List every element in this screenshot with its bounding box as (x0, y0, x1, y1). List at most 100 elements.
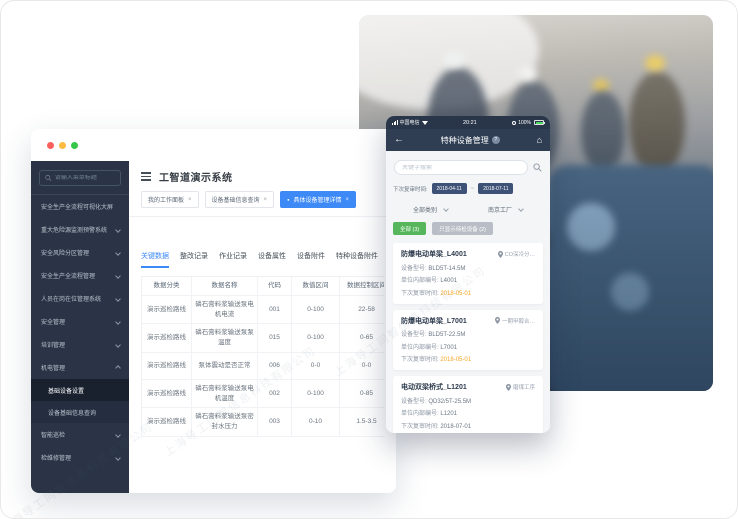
tab-rectification-records[interactable]: 整改记录 (180, 253, 208, 260)
cell: 0-0 (340, 353, 384, 380)
tab-work-records[interactable]: 作业记录 (219, 253, 247, 260)
sidebar-item-smart-inspection[interactable]: 智能巡检 (31, 423, 129, 446)
table-row[interactable]: 演示巡检路线 磷石膏料浆输送泵密封水压力 003 0-10 1.5-3.5 (142, 408, 384, 437)
table-row[interactable]: 演示巡检路线 泵体震动是否正常 006 0-0 0-0 (142, 352, 384, 380)
sidebar-item-label: 机电管理 (41, 366, 66, 372)
signal-icon (392, 120, 398, 125)
chevron-down-icon (115, 454, 121, 461)
chip-all[interactable]: 全部 (3) (393, 222, 427, 235)
search-icon (45, 174, 52, 181)
clock-label: 20:21 (462, 119, 477, 126)
date-to-button[interactable]: 2018-07-11 (478, 183, 514, 194)
search-field[interactable] (394, 160, 528, 175)
cell: 0-10 (292, 408, 340, 437)
category-select[interactable]: 全部类别 (393, 201, 468, 217)
device-model: QD32/5T-25.5M (428, 398, 472, 405)
device-model: BLD5T-14.5M (428, 265, 466, 272)
chevron-down-icon (115, 272, 121, 279)
sidebar-item-process-management[interactable]: 安全生产全流程管理 (31, 264, 129, 287)
sidebar-item-personnel-onduty[interactable]: 人员在岗在位管理系统 (31, 287, 129, 310)
table-row[interactable]: 演示巡检路线 磷石膏料浆输送泵泵温度 015 0-100 0-65 (142, 324, 384, 353)
field-label: 单位内部编号: (401, 344, 439, 351)
page-title: 工智道演示系统 (159, 173, 233, 184)
desktop-window: 安全生产全流程可视化大屏 重大危险源监测预警系统 安全风险分区管理 安全生产全流… (31, 129, 396, 493)
cell: 泵体震动是否正常 (192, 352, 258, 380)
factory-select-value: 南京工厂 (487, 207, 512, 214)
device-model: BLD5T-22.5M (428, 332, 466, 338)
sidebar-item-label: 基础设备设置 (48, 388, 85, 395)
tab-device-attributes[interactable]: 设备属性 (258, 253, 286, 260)
table-row[interactable]: 演示巡检路线 磷石膏料浆输送泵电机电流 001 0-100 22-58 (142, 295, 384, 325)
field-label: 设备型号: (401, 398, 427, 405)
tab-my-workpanel[interactable]: 我的工作面板 × (141, 191, 199, 208)
photo-machine-body (547, 165, 713, 391)
location-pin-icon (505, 383, 511, 391)
menu-icon[interactable] (141, 172, 151, 181)
window-close-button[interactable] (47, 141, 54, 149)
sidebar-item-mechatronics-management[interactable]: 机电管理 (31, 356, 129, 379)
cell: 演示巡检路线 (142, 324, 192, 353)
tab-label: 具体设备管理详情 (293, 198, 342, 204)
photo-steam (359, 15, 539, 110)
photo-machine-flange (567, 203, 615, 251)
close-icon[interactable]: × (345, 196, 350, 203)
date-filter-row: 下次复审时间: 2018-04-11 ~ 2018-07-11 (393, 183, 543, 194)
device-card[interactable]: 防爆电动单梁_L4001 CO深冷分… 设备型号: BLD5T-14.5M 单位… (393, 243, 543, 304)
sidebar: 安全生产全流程可视化大屏 重大危险源监测预警系统 安全风险分区管理 安全生产全流… (31, 161, 129, 493)
tab-special-device-attachments[interactable]: 特种设备附件 (336, 253, 378, 260)
table-row[interactable]: 演示巡检路线 磷石膏料浆输送泵电机温度 002 0-100 0-85 (142, 379, 384, 409)
window-minimize-button[interactable] (59, 141, 66, 149)
factory-select[interactable]: 南京工厂 (468, 201, 543, 217)
photo-worker-helmet (645, 55, 665, 71)
photo-worker-helmet (443, 51, 465, 68)
cell: 0-100 (292, 324, 340, 353)
tab-device-info-query[interactable]: 设备基础信息查询 × (204, 191, 275, 208)
tab-key-data[interactable]: 关键数据 (141, 251, 169, 268)
field-label: 设备型号: (401, 265, 427, 272)
close-icon[interactable]: × (188, 196, 192, 203)
sidebar-item-hazard-monitoring[interactable]: 重大危险源监测预警系统 (31, 218, 129, 241)
cell: 003 (258, 408, 292, 437)
sidebar-item-basic-device-setup[interactable]: 基础设备设置 (31, 379, 129, 401)
chevron-down-icon (115, 226, 121, 233)
carrier-label: 中国电信 (399, 120, 420, 126)
sidebar-item-risk-zone[interactable]: 安全风险分区管理 (31, 241, 129, 264)
sidebar-item-safety-management[interactable]: 安全管理 (31, 310, 129, 333)
back-icon[interactable]: ← (394, 134, 404, 145)
nav-bar: ← 特种设备管理 ? ⌂ (386, 129, 550, 151)
window-zoom-button[interactable] (71, 141, 78, 149)
close-icon[interactable]: × (263, 196, 268, 203)
cell: 0-100 (292, 295, 340, 325)
chip-pending-only[interactable]: 只显示待检设备 (2) (432, 222, 494, 235)
cell: 1.5-3.5 (340, 408, 384, 437)
device-card[interactable]: 防爆电动单梁_L7001 一期甲醇合… 设备型号: BLD5T-22.5M 单位… (393, 309, 543, 370)
sidebar-item-maintenance-management[interactable]: 检维修管理 (31, 446, 129, 469)
home-icon[interactable]: ⌂ (536, 134, 542, 145)
device-unit-code: L1201 (440, 411, 458, 417)
date-from-button[interactable]: 2018-04-11 (431, 183, 467, 194)
sidebar-search-input[interactable] (54, 175, 115, 181)
search-input[interactable] (402, 164, 520, 171)
sidebar-item-visualization-screen[interactable]: 安全生产全流程可视化大屏 (31, 195, 129, 218)
cell: 0-85 (340, 380, 384, 409)
sidebar-item-training-management[interactable]: 培训管理 (31, 333, 129, 356)
sidebar-search[interactable] (39, 170, 121, 186)
tab-device-attachments[interactable]: 设备附件 (297, 253, 325, 260)
photo-machine-flange (611, 273, 649, 311)
divider (31, 194, 129, 195)
battery-percent: 100% (518, 119, 531, 126)
photo-worker-helmet (519, 67, 537, 81)
device-location-label: 一期甲醇合… (501, 318, 535, 325)
column-header: 数据控制区间 (340, 277, 384, 296)
device-unit-code: L4001 (440, 278, 458, 284)
sidebar-item-label: 人员在岗在位管理系统 (41, 297, 102, 303)
cell: 002 (258, 379, 292, 409)
date-separator: ~ (470, 185, 475, 192)
sidebar-item-label: 安全生产全流程管理 (41, 274, 96, 280)
cell: 001 (258, 295, 292, 325)
search-icon[interactable] (533, 163, 542, 172)
help-badge-icon[interactable]: ? (491, 136, 500, 144)
device-card[interactable]: 电动双梁桥式_L1201 磨煤工序 设备型号: QD32/5T-25.5M 单位… (393, 376, 543, 433)
tab-device-detail-active[interactable]: ● 具体设备管理详情 × (280, 191, 357, 208)
sidebar-item-device-info-query[interactable]: 设备基础信息查询 (31, 401, 129, 423)
